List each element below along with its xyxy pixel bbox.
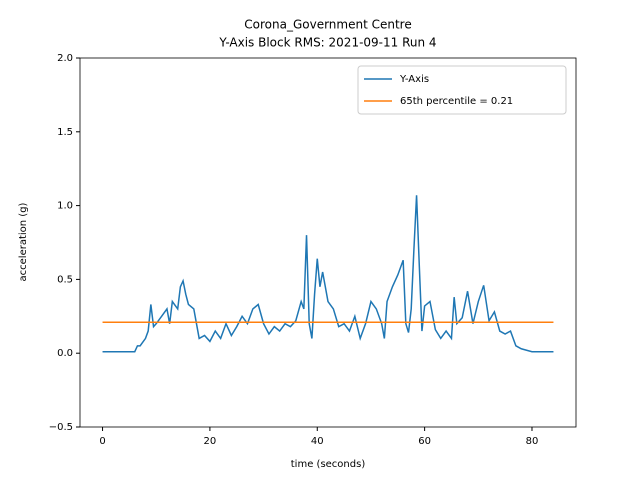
x-axis-label: time (seconds) (291, 459, 366, 470)
y-tick-label: 0.0 (57, 348, 73, 359)
chart-title: Corona_Government Centre (244, 18, 411, 32)
y-tick-label: 2.0 (57, 53, 73, 64)
x-tick-label: 0 (99, 436, 105, 447)
x-tick-label: 80 (526, 436, 539, 447)
series-line (102, 195, 554, 353)
legend-label: 65th percentile = 0.21 (400, 96, 513, 107)
x-tick-label: 60 (418, 436, 431, 447)
plot-frame (79, 57, 577, 428)
y-tick-label: 1.0 (57, 201, 73, 212)
y-tick-label: 0.5 (57, 274, 73, 285)
legend-label: Y-Axis (399, 74, 429, 85)
y-tick-label: 1.5 (57, 127, 73, 138)
x-tick-label: 40 (311, 436, 324, 447)
chart-subtitle: Y-Axis Block RMS: 2021-09-11 Run 4 (218, 36, 436, 50)
y-tick-label: −0.5 (49, 422, 73, 433)
legend-box (357, 65, 567, 115)
x-tick-label: 20 (204, 436, 217, 447)
y-axis-label: acceleration (g) (18, 202, 29, 281)
